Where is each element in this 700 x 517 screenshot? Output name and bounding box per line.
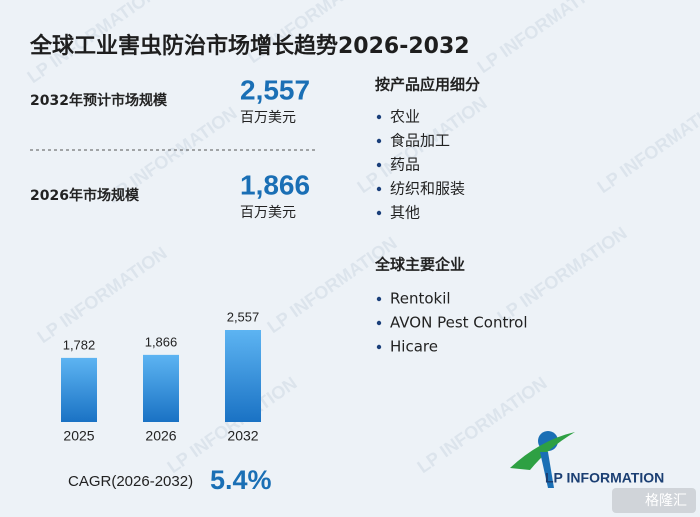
bar-chart: 1,782 2025 1,866 2026 2,557 2032 [61, 309, 261, 444]
stat-value: 2,557 [240, 74, 310, 105]
bullet [376, 296, 382, 302]
stat-value: 1,866 [240, 169, 310, 200]
value-label: 1,782 [63, 337, 96, 352]
bullet [376, 114, 382, 120]
logo-text: LP INFORMATION [545, 470, 664, 486]
bullet [376, 320, 382, 326]
bar [61, 357, 97, 422]
stat-label: 2026年市场规模 [30, 187, 140, 204]
badge-bg [612, 488, 696, 513]
list-item: AVON Pest Control [390, 314, 528, 332]
list-item: 农业 [390, 108, 420, 126]
list-item: 食品加工 [390, 132, 450, 150]
badge: 格隆汇 [645, 493, 687, 509]
x-tick-label: 2032 [227, 428, 258, 444]
stat-label: 2032年预计市场规模 [30, 92, 168, 109]
x-tick-label: 2026 [145, 428, 176, 444]
bullet [376, 344, 382, 350]
logo-mark [510, 431, 575, 488]
x-tick-label: 2025 [63, 428, 94, 444]
value-label: 2,557 [227, 309, 260, 324]
stat-unit: 百万美元 [240, 205, 296, 221]
cagr-label: CAGR(2026-2032) [68, 473, 193, 490]
bullet [376, 186, 382, 192]
segments-heading: 按产品应用细分 [375, 76, 480, 94]
bullet [376, 162, 382, 168]
stat-unit: 百万美元 [240, 110, 296, 126]
list-item: 纺织和服装 [390, 180, 465, 198]
list-item: Hicare [390, 338, 438, 356]
bar [143, 354, 179, 422]
list-item: 其他 [390, 204, 420, 222]
value-label: 1,866 [145, 334, 178, 349]
list-item: 药品 [390, 156, 420, 174]
title: 全球工业害虫防治市场增长趋势2026-2032 [29, 33, 470, 59]
bullet [376, 138, 382, 144]
stats: 2032年预计市场规模 2,557 百万美元 2026年市场规模 1,866 百万美元 [30, 74, 310, 221]
companies-heading: 全球主要企业 [374, 256, 465, 274]
bar [225, 330, 261, 422]
list-item: Rentokil [390, 290, 451, 308]
bullet [376, 210, 382, 216]
cagr-value: 5.4% [210, 465, 272, 495]
